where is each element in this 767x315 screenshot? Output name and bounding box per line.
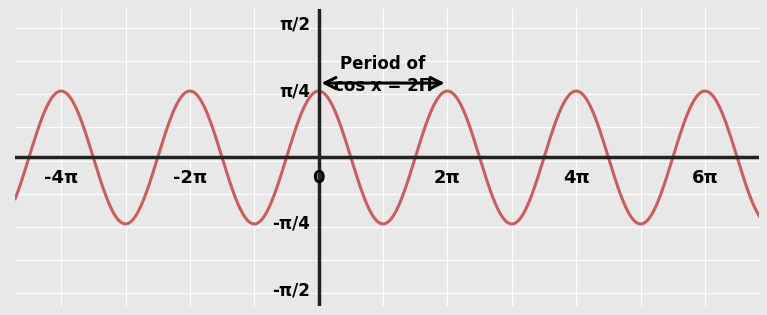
Text: cos x = 2Π: cos x = 2Π [334, 77, 433, 95]
Text: -2π: -2π [173, 169, 207, 187]
Text: -π/4: -π/4 [272, 215, 311, 233]
Text: 0: 0 [312, 169, 325, 187]
Text: 4π: 4π [563, 169, 590, 187]
Text: 2π: 2π [434, 169, 461, 187]
Text: -4π: -4π [44, 169, 78, 187]
Text: -π/2: -π/2 [272, 281, 311, 299]
Text: π/2: π/2 [279, 16, 311, 34]
Text: π/4: π/4 [279, 82, 311, 100]
Text: Period of: Period of [341, 55, 426, 73]
Text: 6π: 6π [692, 169, 719, 187]
